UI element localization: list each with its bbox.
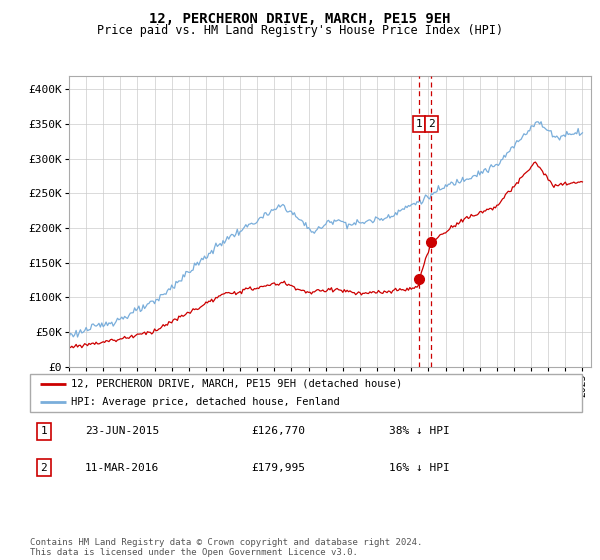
Text: 16% ↓ HPI: 16% ↓ HPI (389, 463, 449, 473)
FancyBboxPatch shape (30, 374, 582, 412)
Text: Price paid vs. HM Land Registry's House Price Index (HPI): Price paid vs. HM Land Registry's House … (97, 24, 503, 36)
Text: HPI: Average price, detached house, Fenland: HPI: Average price, detached house, Fenl… (71, 397, 340, 407)
Text: 12, PERCHERON DRIVE, MARCH, PE15 9EH (detached house): 12, PERCHERON DRIVE, MARCH, PE15 9EH (de… (71, 379, 403, 389)
Text: 12, PERCHERON DRIVE, MARCH, PE15 9EH: 12, PERCHERON DRIVE, MARCH, PE15 9EH (149, 12, 451, 26)
Text: 2: 2 (428, 119, 435, 129)
Text: 1: 1 (416, 119, 423, 129)
Text: 2: 2 (40, 463, 47, 473)
Text: Contains HM Land Registry data © Crown copyright and database right 2024.
This d: Contains HM Land Registry data © Crown c… (30, 538, 422, 557)
Text: £126,770: £126,770 (251, 426, 305, 436)
Text: 23-JUN-2015: 23-JUN-2015 (85, 426, 160, 436)
Text: £179,995: £179,995 (251, 463, 305, 473)
Text: 11-MAR-2016: 11-MAR-2016 (85, 463, 160, 473)
Text: 1: 1 (40, 426, 47, 436)
Text: 38% ↓ HPI: 38% ↓ HPI (389, 426, 449, 436)
